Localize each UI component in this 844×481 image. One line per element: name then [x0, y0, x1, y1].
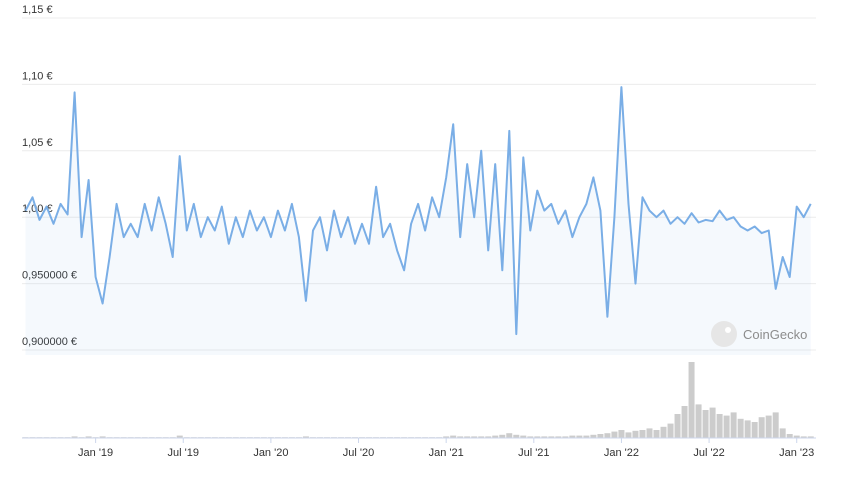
volume-bar [604, 433, 611, 438]
volume-bar [71, 436, 78, 438]
volume-bar [807, 436, 814, 438]
x-tick-label: Jan '19 [78, 447, 113, 459]
area-fill [25, 87, 811, 355]
volume-bar [800, 436, 807, 438]
y-tick-label: 1,00 € [22, 203, 53, 215]
volume-bar [653, 430, 660, 438]
volume-bar [513, 434, 520, 438]
volume-bar [597, 434, 604, 438]
y-tick-label: 1,10 € [22, 70, 53, 82]
volume-bar [534, 436, 541, 438]
volume-bar [660, 426, 667, 438]
volume-bar [688, 362, 695, 438]
watermark-logo-eye [725, 327, 731, 333]
x-tick-label: Jan '22 [604, 447, 639, 459]
x-tick-label: Jul '19 [168, 447, 199, 459]
volume-bar [569, 435, 576, 438]
volume-bar [772, 412, 779, 438]
volume-bar [695, 404, 702, 438]
volume-bar [667, 423, 674, 438]
price-line [24, 86, 812, 336]
volume-bar [478, 436, 485, 438]
volume-bar [302, 436, 309, 438]
volume-bar [555, 436, 562, 438]
volume-bar [737, 418, 744, 438]
x-tick-label: Jul '20 [343, 447, 374, 459]
volume-bar [716, 414, 723, 438]
volume-bar [625, 432, 632, 438]
volume-bar [85, 436, 92, 438]
volume-bar [590, 434, 597, 438]
volume-bar [464, 436, 471, 438]
volume-bar [611, 431, 618, 438]
x-tick-label: Jan '23 [779, 447, 814, 459]
volume-bar [562, 436, 569, 438]
volume-bar [443, 436, 450, 438]
volume-bar [471, 436, 478, 438]
volume-bar [786, 434, 793, 438]
y-tick-label: 1,15 € [22, 4, 53, 16]
volume-bar [744, 420, 751, 438]
volume-bar [485, 436, 492, 438]
volume-bar [639, 430, 646, 438]
volume-bar [723, 415, 730, 438]
volume-bar [681, 406, 688, 438]
volume-bar [702, 410, 709, 438]
watermark: CoinGecko [711, 321, 807, 347]
volume-bar [548, 436, 555, 438]
volume-bar [541, 436, 548, 438]
volume-bar [583, 435, 590, 438]
volume-bar [99, 436, 106, 438]
x-tick-label: Jan '21 [429, 447, 464, 459]
watermark-text: CoinGecko [743, 327, 807, 342]
y-tick-label: 0,950000 € [22, 270, 77, 282]
volume-bar [709, 407, 716, 438]
volume-bar [576, 435, 583, 438]
volume-bar [506, 433, 513, 438]
y-tick-label: 1,05 € [22, 137, 53, 149]
volume-bar [176, 435, 183, 438]
volume-bar [492, 435, 499, 438]
volume-bar [765, 415, 772, 438]
x-tick-label: Jul '22 [693, 447, 724, 459]
watermark-logo [711, 321, 737, 347]
volume-bar [457, 436, 464, 438]
volume-bar [793, 435, 800, 438]
volume-bar [646, 428, 653, 438]
volume-bar [527, 436, 534, 438]
x-tick-label: Jul '21 [518, 447, 549, 459]
volume-bar [674, 414, 681, 438]
volume-bar [751, 422, 758, 438]
plot: 0,900000 € 0,950000 € 1,00 € 1,05 € 1,10 € 1,… [22, 4, 816, 459]
y-tick-label: 0,900000 € [22, 336, 77, 348]
volume-bar [618, 430, 625, 438]
volume-bar [450, 435, 457, 438]
x-tick-label: Jan '20 [253, 447, 288, 459]
volume-bar [730, 412, 737, 438]
volume-bar [520, 435, 527, 438]
volume-bar [632, 430, 639, 438]
volume-bar [758, 417, 765, 438]
volume-bar [779, 428, 786, 438]
volume-bar [499, 434, 506, 438]
